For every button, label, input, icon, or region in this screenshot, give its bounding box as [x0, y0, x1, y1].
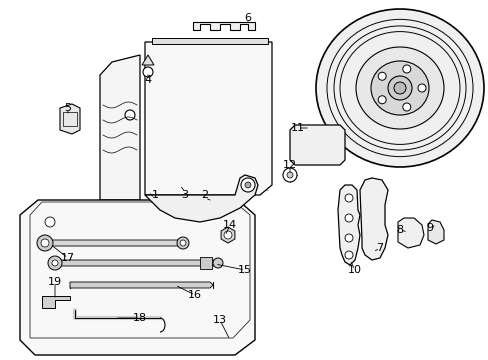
Circle shape — [393, 82, 405, 94]
Circle shape — [52, 260, 58, 266]
Polygon shape — [289, 125, 345, 165]
Circle shape — [387, 76, 411, 100]
Circle shape — [286, 172, 292, 178]
Polygon shape — [145, 175, 258, 222]
Circle shape — [345, 214, 352, 222]
Circle shape — [402, 103, 410, 111]
FancyBboxPatch shape — [200, 257, 212, 269]
Text: 19: 19 — [48, 277, 62, 287]
Circle shape — [241, 178, 254, 192]
Circle shape — [180, 240, 185, 246]
Circle shape — [417, 84, 425, 92]
Text: 1: 1 — [151, 190, 158, 200]
Polygon shape — [70, 282, 213, 288]
Circle shape — [45, 217, 55, 227]
Polygon shape — [359, 178, 387, 260]
Text: 3: 3 — [181, 190, 188, 200]
Text: 2: 2 — [201, 190, 208, 200]
Polygon shape — [42, 296, 70, 308]
Circle shape — [377, 96, 386, 104]
Ellipse shape — [370, 61, 428, 115]
Text: 10: 10 — [347, 265, 361, 275]
Polygon shape — [142, 55, 154, 65]
Text: 12: 12 — [283, 160, 296, 170]
Polygon shape — [145, 42, 271, 195]
Circle shape — [224, 231, 231, 239]
Text: 9: 9 — [426, 223, 433, 233]
Circle shape — [142, 67, 153, 77]
Ellipse shape — [355, 47, 443, 129]
Text: 7: 7 — [376, 243, 383, 253]
Polygon shape — [152, 38, 267, 44]
Polygon shape — [20, 200, 254, 355]
Text: 8: 8 — [396, 225, 403, 235]
Text: 16: 16 — [187, 290, 202, 300]
Text: 18: 18 — [133, 313, 147, 323]
Circle shape — [345, 251, 352, 259]
Text: 5: 5 — [64, 103, 71, 113]
Circle shape — [37, 235, 53, 251]
Polygon shape — [45, 240, 183, 246]
Polygon shape — [221, 227, 234, 243]
Text: 6: 6 — [244, 13, 251, 23]
Polygon shape — [337, 185, 359, 265]
Circle shape — [213, 258, 223, 268]
Text: 15: 15 — [238, 265, 251, 275]
Polygon shape — [100, 55, 140, 200]
Circle shape — [41, 239, 49, 247]
Circle shape — [345, 234, 352, 242]
Polygon shape — [427, 220, 443, 244]
Text: 13: 13 — [213, 315, 226, 325]
Ellipse shape — [315, 9, 483, 167]
Polygon shape — [397, 218, 423, 248]
Text: 11: 11 — [290, 123, 305, 133]
Text: 4: 4 — [144, 75, 151, 85]
Circle shape — [345, 194, 352, 202]
Circle shape — [244, 182, 250, 188]
Polygon shape — [55, 260, 218, 266]
Circle shape — [48, 256, 62, 270]
Circle shape — [283, 168, 296, 182]
Circle shape — [377, 72, 386, 80]
Text: 14: 14 — [223, 220, 237, 230]
Polygon shape — [193, 22, 254, 30]
Circle shape — [125, 110, 135, 120]
Circle shape — [177, 237, 189, 249]
Text: 17: 17 — [61, 253, 75, 263]
Polygon shape — [60, 104, 80, 134]
Circle shape — [402, 65, 410, 73]
